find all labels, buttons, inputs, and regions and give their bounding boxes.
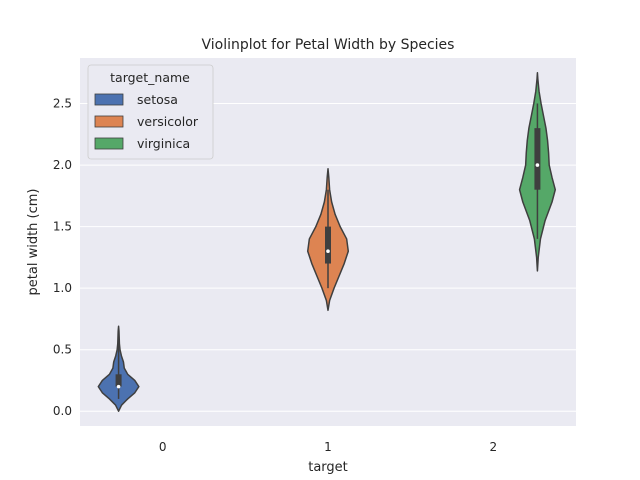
y-tick-label: 0.5	[53, 343, 72, 357]
x-axis-label: target	[308, 460, 348, 475]
legend-box	[87, 64, 214, 160]
y-tick-labels: 0.0 0.5 1.0 1.5 2.0 2.5	[53, 97, 72, 419]
y-tick-label: 2.5	[53, 97, 72, 111]
median-setosa	[116, 384, 121, 389]
legend-label-virginica: virginica	[137, 136, 190, 151]
legend-items: setosa versicolor virginica	[94, 92, 199, 151]
legend-label-setosa: setosa	[137, 92, 178, 107]
x-tick-label: 2	[490, 440, 498, 454]
legend-swatch-virginica	[94, 137, 124, 150]
y-tick-label: 2.0	[53, 158, 72, 172]
violins	[97, 72, 557, 412]
y-tick-label: 1.0	[53, 281, 72, 295]
legend: target_name setosa versicolor virginica	[87, 64, 214, 160]
median-versicolor	[326, 249, 330, 254]
y-tick-label: 1.5	[53, 220, 72, 234]
legend-title: target_name	[110, 70, 190, 85]
iqr-box-setosa	[115, 374, 122, 387]
y-tick-label: 0.0	[53, 404, 72, 418]
y-axis-label: petal width (cm)	[26, 189, 41, 296]
x-tick-labels: 0 1 2	[159, 440, 497, 454]
legend-label-versicolor: versicolor	[137, 114, 199, 129]
x-tick-label: 0	[159, 440, 167, 454]
x-tick-label: 1	[324, 440, 332, 454]
legend-swatch-setosa	[94, 93, 124, 106]
iqr-box-versicolor	[325, 226, 331, 264]
iqr-box-virginica	[534, 128, 541, 190]
chart-title: Violinplot for Petal Width by Species	[202, 37, 455, 53]
median-virginica	[535, 163, 540, 167]
legend-swatch-versicolor	[94, 115, 124, 128]
